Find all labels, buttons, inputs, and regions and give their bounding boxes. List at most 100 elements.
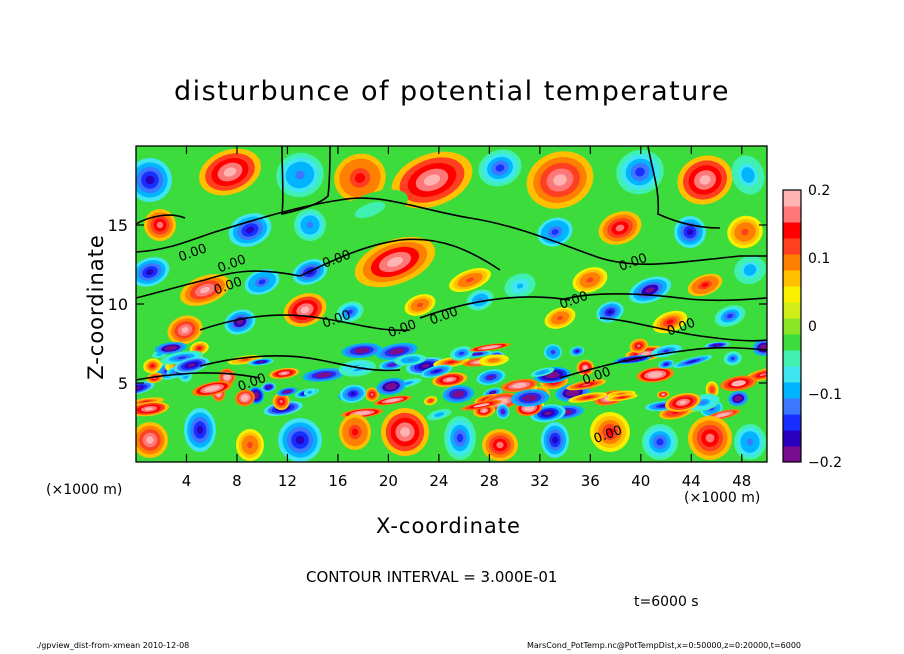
field-blob xyxy=(761,345,766,350)
field-blob xyxy=(306,221,314,229)
field-blob xyxy=(145,175,155,185)
field-blob xyxy=(474,353,481,355)
y-axis-label: Z-coordinate xyxy=(84,234,108,380)
field-blob xyxy=(710,387,714,392)
contour-line xyxy=(599,317,767,342)
footer-right-text: MarsCond_PotTemp.nc@PotTempDist,x=0:5000… xyxy=(527,641,802,650)
colorbar-segment xyxy=(783,382,801,399)
field-blob xyxy=(392,349,401,354)
colorbar-segment xyxy=(783,254,801,271)
field-blob xyxy=(666,319,674,325)
contour-line xyxy=(559,346,767,379)
field-blob xyxy=(350,391,356,396)
x-tick-label: 28 xyxy=(480,472,499,490)
field-blob xyxy=(586,277,594,283)
contour-line xyxy=(136,372,261,381)
x-tick-label: 12 xyxy=(278,472,297,490)
field-blob xyxy=(370,393,374,396)
field-blob xyxy=(295,170,305,180)
contour-line xyxy=(647,146,721,229)
field-blob xyxy=(456,433,464,443)
colorbar-segment xyxy=(783,190,801,207)
field-blob xyxy=(258,361,264,363)
field-blob xyxy=(177,356,187,360)
field-blob xyxy=(726,313,734,319)
field-blob xyxy=(405,382,411,385)
colorbar-segment xyxy=(783,414,801,431)
field-blob xyxy=(208,387,217,391)
x-tick-label: 32 xyxy=(530,472,549,490)
field-blob xyxy=(488,375,494,379)
field-blob xyxy=(236,319,244,325)
colorbar-segment xyxy=(783,206,801,223)
field-blob xyxy=(142,400,150,403)
field-blob xyxy=(156,221,164,229)
colorbar-tick-label: 0.1 xyxy=(808,251,830,267)
field-blob xyxy=(386,256,404,268)
field-blob xyxy=(308,391,311,394)
colorbar-tick-label: −0.2 xyxy=(808,455,842,471)
colorbar-segment xyxy=(783,430,801,447)
field-blob xyxy=(490,391,495,394)
field-blob xyxy=(688,360,697,363)
field-blob xyxy=(636,344,641,348)
field-blob xyxy=(354,173,366,183)
field-blobs xyxy=(136,146,767,462)
field-blob xyxy=(157,353,161,356)
colorbar-segment xyxy=(783,318,801,335)
field-blob xyxy=(619,396,626,399)
field-blob xyxy=(150,364,155,368)
field-blob xyxy=(699,400,707,405)
colorbar-segment xyxy=(783,366,801,383)
field-blob xyxy=(362,205,378,215)
colorbar: 0.2 0.1 0 −0.1 −0.2 xyxy=(782,183,842,471)
colorbar-segment xyxy=(783,270,801,287)
contour-line xyxy=(419,296,571,319)
field-blob xyxy=(447,361,455,364)
x-tick-label: 24 xyxy=(429,472,448,490)
x-axis: 4 8 12 16 20 24 28 32 36 40 44 48 xyxy=(182,146,751,490)
field-blob xyxy=(526,396,534,400)
field-blob xyxy=(258,279,266,285)
field-blob xyxy=(651,373,659,377)
field-blob xyxy=(759,373,767,376)
colorbar-frame xyxy=(782,189,802,463)
field-blob xyxy=(656,438,664,446)
field-blob xyxy=(481,409,487,413)
field-blob xyxy=(714,344,720,346)
field-blob xyxy=(501,410,505,414)
colorbar-segment xyxy=(783,446,801,463)
field-blob xyxy=(701,282,709,288)
field-blob xyxy=(167,346,174,350)
contour-line xyxy=(559,292,767,302)
x-unit-right: (×1000 m) xyxy=(684,490,761,506)
field-blob xyxy=(686,228,694,236)
contour-line xyxy=(199,354,401,372)
y-tick-label: 5 xyxy=(118,374,128,393)
field-blob xyxy=(730,357,735,360)
colorbar-segment xyxy=(783,350,801,367)
chart-title: disturbunce of potential temperature xyxy=(174,76,730,107)
heatmap-field xyxy=(136,146,767,462)
time-text: t=6000 s xyxy=(634,594,699,610)
field-blob xyxy=(223,167,237,177)
field-blob xyxy=(241,358,249,361)
y-axis: 5 10 15 xyxy=(108,216,767,393)
field-blob xyxy=(245,226,255,234)
contour-line xyxy=(299,238,501,277)
colorbar-segment xyxy=(783,286,801,303)
colorbar-tick-label: −0.1 xyxy=(808,387,842,403)
field-blob xyxy=(583,366,588,370)
contour-lines xyxy=(136,146,767,381)
x-tick-label: 44 xyxy=(682,472,701,490)
field-blob xyxy=(744,171,752,179)
colorbar-tick-label: 0.2 xyxy=(808,183,830,199)
field-blob xyxy=(719,413,727,416)
field-blob xyxy=(477,404,486,407)
x-tick-label: 8 xyxy=(232,472,242,490)
contour-line xyxy=(199,314,411,332)
colorbar-tick-label: 0 xyxy=(808,319,817,335)
contour-line xyxy=(136,214,186,225)
field-blob xyxy=(421,364,430,368)
field-blob xyxy=(433,369,440,373)
